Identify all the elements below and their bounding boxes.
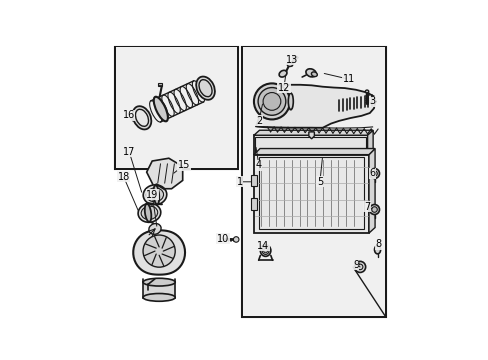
Text: 9: 9 <box>352 260 358 270</box>
Bar <box>115 46 238 169</box>
Text: 10: 10 <box>216 234 228 244</box>
Polygon shape <box>146 158 183 189</box>
Bar <box>255 136 366 153</box>
Circle shape <box>371 207 377 212</box>
Text: 4: 4 <box>255 160 262 170</box>
Text: 17: 17 <box>123 147 135 157</box>
Ellipse shape <box>135 109 148 126</box>
Polygon shape <box>253 130 372 135</box>
Ellipse shape <box>288 93 293 110</box>
Ellipse shape <box>263 248 267 253</box>
Circle shape <box>369 204 379 215</box>
Text: 5: 5 <box>316 177 323 187</box>
Bar <box>253 155 368 233</box>
Ellipse shape <box>148 224 161 234</box>
Ellipse shape <box>279 70 286 77</box>
Text: 14: 14 <box>256 240 269 251</box>
Ellipse shape <box>132 106 151 130</box>
Ellipse shape <box>153 185 159 204</box>
Circle shape <box>369 168 379 179</box>
Polygon shape <box>256 85 375 128</box>
Text: 16: 16 <box>122 110 135 120</box>
Polygon shape <box>308 132 314 139</box>
Text: 8: 8 <box>374 239 381 249</box>
Ellipse shape <box>365 90 368 93</box>
Circle shape <box>253 84 289 120</box>
Bar <box>253 135 367 154</box>
Text: 15: 15 <box>178 160 190 170</box>
Ellipse shape <box>143 185 166 205</box>
Text: 19: 19 <box>146 190 158 200</box>
Ellipse shape <box>141 206 158 220</box>
Polygon shape <box>133 230 184 275</box>
Bar <box>158 83 162 86</box>
Bar <box>143 282 175 298</box>
Bar <box>116 48 237 168</box>
Circle shape <box>371 171 377 176</box>
Bar <box>241 46 385 317</box>
Polygon shape <box>253 149 374 155</box>
Text: 2: 2 <box>255 116 262 126</box>
Bar <box>242 48 384 316</box>
Polygon shape <box>367 130 372 154</box>
Ellipse shape <box>196 77 214 100</box>
Text: 12: 12 <box>277 82 289 93</box>
Ellipse shape <box>305 69 316 77</box>
Text: 1: 1 <box>236 177 242 187</box>
Bar <box>251 175 257 186</box>
Text: 13: 13 <box>285 55 298 65</box>
Circle shape <box>233 237 239 242</box>
Ellipse shape <box>286 63 292 67</box>
Bar <box>259 157 364 229</box>
Text: 3: 3 <box>369 96 375 107</box>
Ellipse shape <box>374 246 380 254</box>
Text: 7: 7 <box>363 202 369 212</box>
Ellipse shape <box>260 245 270 256</box>
Ellipse shape <box>143 293 175 301</box>
Text: 11: 11 <box>342 74 354 84</box>
Text: 18: 18 <box>117 172 129 182</box>
Ellipse shape <box>143 278 175 286</box>
Text: 6: 6 <box>369 168 375 179</box>
Ellipse shape <box>144 204 151 222</box>
Polygon shape <box>368 149 374 233</box>
Ellipse shape <box>262 247 268 255</box>
Circle shape <box>143 235 175 267</box>
Ellipse shape <box>292 56 297 59</box>
Ellipse shape <box>138 203 161 222</box>
Ellipse shape <box>311 72 317 77</box>
Ellipse shape <box>153 97 167 121</box>
Ellipse shape <box>146 188 163 202</box>
Circle shape <box>258 87 285 115</box>
Bar <box>251 198 257 210</box>
Circle shape <box>263 93 280 110</box>
Circle shape <box>354 261 365 273</box>
